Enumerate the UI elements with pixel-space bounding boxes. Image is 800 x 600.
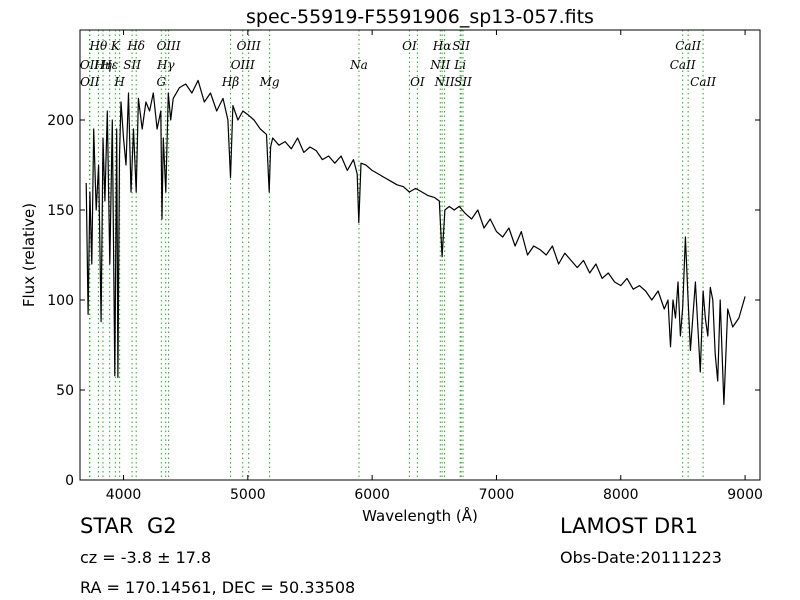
- y-tick-label: 150: [47, 203, 74, 219]
- survey-name: LAMOST DR1: [560, 514, 699, 538]
- spectral-line-label: Hα: [432, 39, 452, 53]
- spectral-line-label: OII: [80, 75, 100, 89]
- spectral-line-label: NII: [434, 75, 455, 89]
- spectral-line-label: Hθ: [89, 39, 108, 53]
- redshift-readout: cz = -3.8 ± 17.8: [80, 548, 212, 567]
- x-tick-label: 7000: [479, 487, 515, 503]
- spectral-line-label: OI: [410, 75, 425, 89]
- chart-title: spec-55919-F5591906_sp13-057.fits: [246, 6, 594, 28]
- spectral-line-label: SII: [454, 75, 472, 89]
- plot-frame: [79, 29, 761, 481]
- spectral-line-label: K: [110, 39, 121, 53]
- x-axis-label: Wavelength (Å): [362, 506, 478, 525]
- spectral-line-label: OII: [80, 58, 100, 72]
- x-tick-label: 8000: [603, 487, 639, 503]
- spectrum-series-line: [85, 79, 746, 405]
- spectral-line-label: OIII: [231, 58, 255, 72]
- spectral-line-label: CaII: [670, 58, 696, 72]
- spectral-line-label: H: [113, 75, 125, 89]
- y-tick-label: 200: [47, 113, 74, 129]
- spectral-line-label: CaII: [675, 39, 701, 53]
- x-tick-label: 5000: [230, 487, 266, 503]
- x-tick-label: 9000: [727, 487, 763, 503]
- y-tick-label: 50: [56, 383, 74, 399]
- y-tick-label: 100: [47, 293, 74, 309]
- spectral-line-label: SII: [123, 58, 141, 72]
- spectral-line-label: Hβ: [221, 75, 239, 89]
- spectral-line-label: Na: [349, 58, 368, 72]
- spectral-line-label: G: [157, 75, 167, 89]
- spectral-line-label: NII: [429, 58, 450, 72]
- coordinates-readout: RA = 170.14561, DEC = 50.33508: [80, 578, 356, 597]
- spectral-line-label: Li: [453, 58, 466, 72]
- axes-layer: 4000 5000 6000 7000 8000 9000 0 50 100 150 200 Wave…: [20, 29, 763, 525]
- spectral-line-label: Hδ: [126, 39, 145, 53]
- spectral-line-label: OI: [402, 39, 417, 53]
- spectral-line-label: Mg: [259, 75, 280, 89]
- y-axis-label: Flux (relative): [20, 203, 38, 307]
- spectral-line-label: OIII: [237, 39, 261, 53]
- spectral-line-label: Hη: [93, 58, 112, 72]
- y-tick-label: 0: [65, 473, 74, 489]
- spectral-line-label: OIII: [157, 39, 181, 53]
- spectral-line-label: SII: [452, 39, 470, 53]
- observation-date: Obs-Date:20111223: [560, 548, 722, 567]
- spectral-line-label: CaII: [690, 75, 716, 89]
- spectral-line-label: Hγ: [156, 58, 175, 72]
- object-subclass: G2: [147, 514, 177, 538]
- spectral-line-label: Hε: [100, 58, 118, 72]
- x-tick-label: 6000: [354, 487, 390, 503]
- object-type: STAR: [80, 514, 134, 538]
- x-tick-label: 4000: [106, 487, 142, 503]
- spectrum-layer: [85, 79, 746, 405]
- spectral-lines-layer: [89, 30, 704, 480]
